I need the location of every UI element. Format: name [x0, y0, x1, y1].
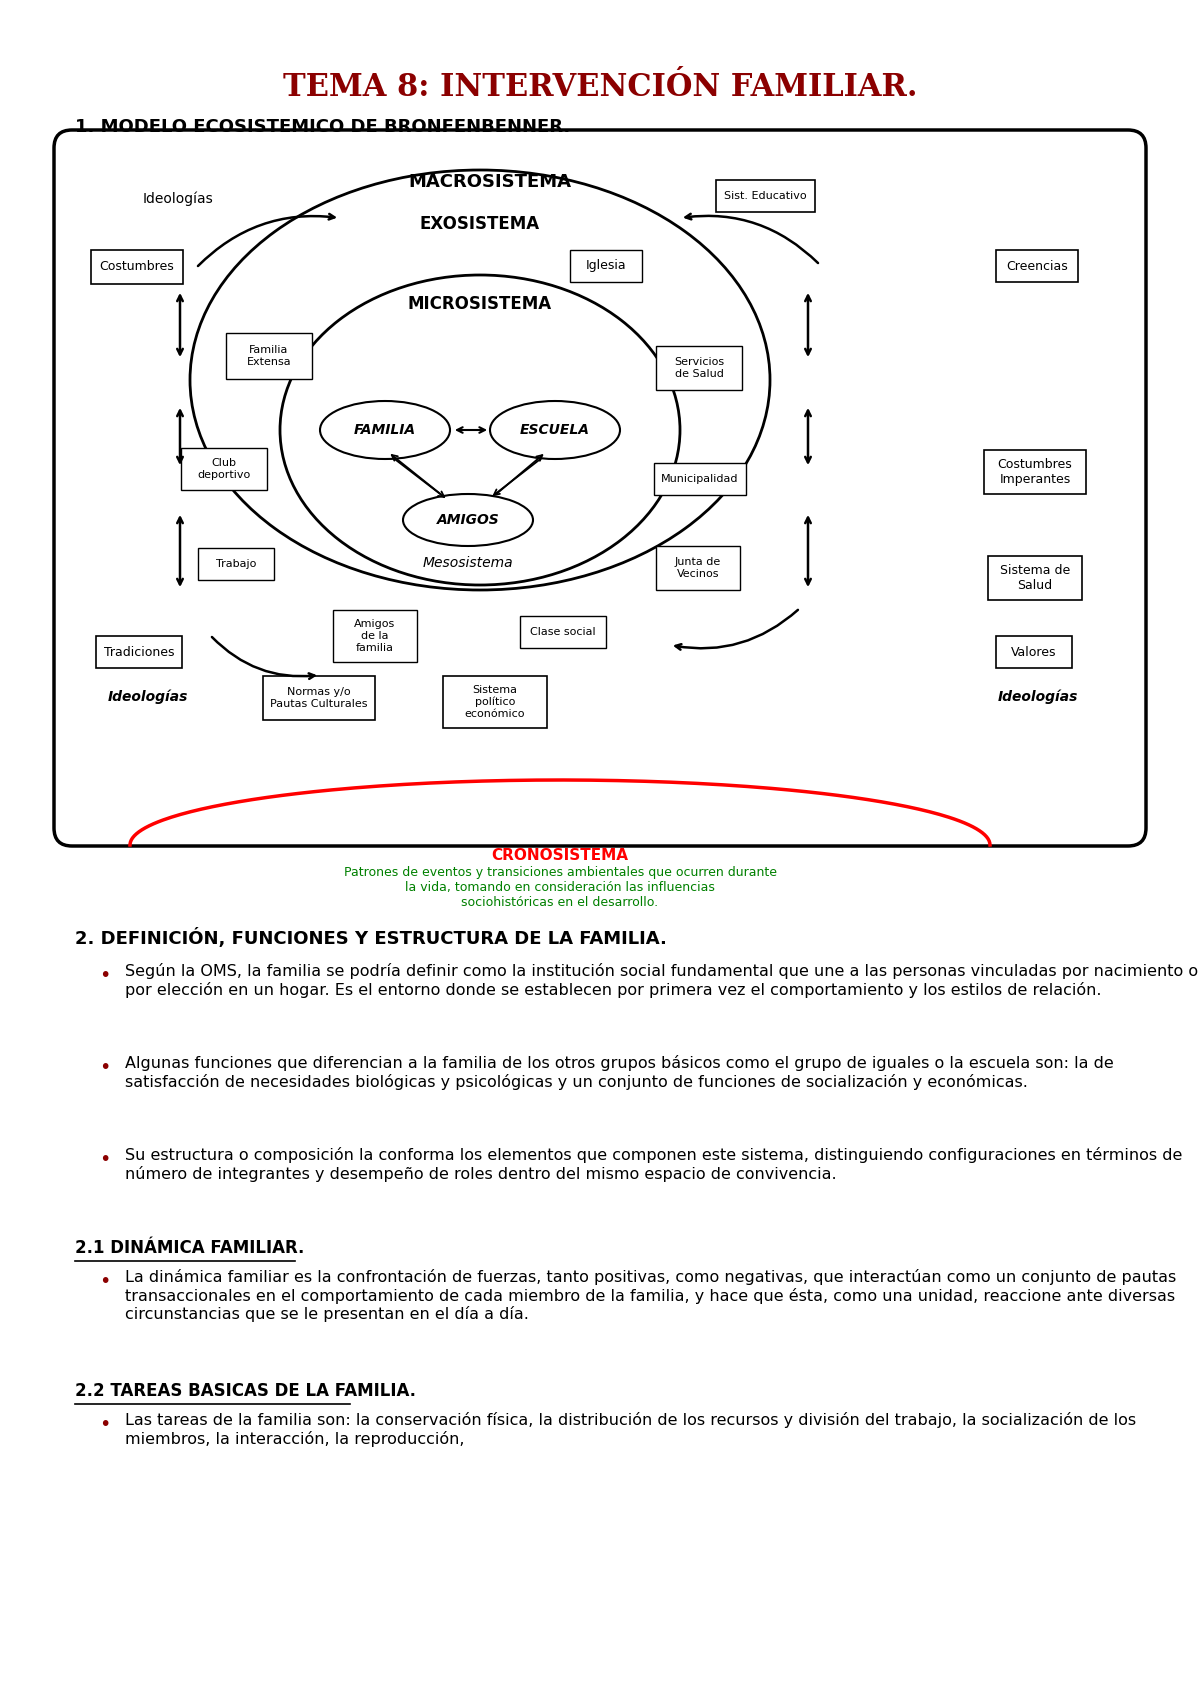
Text: Costumbres: Costumbres — [100, 261, 174, 273]
Text: Ideologías: Ideologías — [108, 691, 188, 704]
Text: Ideologías: Ideologías — [143, 192, 214, 207]
FancyBboxPatch shape — [334, 609, 418, 662]
Ellipse shape — [490, 400, 620, 458]
Text: Clase social: Clase social — [530, 626, 596, 636]
Text: MICROSISTEMA: MICROSISTEMA — [408, 295, 552, 312]
Ellipse shape — [190, 170, 770, 591]
Text: Iglesia: Iglesia — [586, 260, 626, 273]
FancyBboxPatch shape — [54, 131, 1146, 847]
Text: Club
deportivo: Club deportivo — [197, 458, 251, 480]
FancyBboxPatch shape — [654, 463, 746, 496]
Text: Ideologías: Ideologías — [998, 691, 1078, 704]
FancyBboxPatch shape — [716, 180, 815, 212]
Text: Normas y/o
Pautas Culturales: Normas y/o Pautas Culturales — [270, 687, 367, 709]
Text: Municipalidad: Municipalidad — [661, 473, 739, 484]
FancyBboxPatch shape — [96, 636, 182, 669]
Text: Servicios
de Salud: Servicios de Salud — [674, 356, 724, 378]
Text: Mesosistema: Mesosistema — [422, 557, 514, 570]
Text: 2.2 TAREAS BASICAS DE LA FAMILIA.: 2.2 TAREAS BASICAS DE LA FAMILIA. — [74, 1381, 416, 1400]
Text: ESCUELA: ESCUELA — [520, 423, 590, 438]
Text: Costumbres
Imperantes: Costumbres Imperantes — [997, 458, 1073, 485]
Text: MACROSISTEMA: MACROSISTEMA — [408, 173, 571, 192]
Text: Algunas funciones que diferencian a la familia de los otros grupos básicos como : Algunas funciones que diferencian a la f… — [125, 1056, 1114, 1089]
FancyBboxPatch shape — [181, 448, 266, 490]
Text: Sist. Educativo: Sist. Educativo — [724, 192, 806, 200]
Text: Sistema de
Salud: Sistema de Salud — [1000, 563, 1070, 592]
Text: Trabajo: Trabajo — [216, 558, 256, 568]
FancyBboxPatch shape — [984, 450, 1086, 494]
Text: Junta de
Vecinos: Junta de Vecinos — [674, 557, 721, 579]
Text: Sistema
político
económico: Sistema político económico — [464, 686, 526, 720]
Text: La dinámica familiar es la confrontación de fuerzas, tanto positivas, como negat: La dinámica familiar es la confrontación… — [125, 1269, 1176, 1322]
Text: 2. DEFINICIÓN, FUNCIONES Y ESTRUCTURA DE LA FAMILIA.: 2. DEFINICIÓN, FUNCIONES Y ESTRUCTURA DE… — [74, 928, 667, 949]
Text: Valores: Valores — [1012, 645, 1057, 658]
Text: Patrones de eventos y transiciones ambientales que ocurren durante
la vida, toma: Patrones de eventos y transiciones ambie… — [343, 865, 776, 910]
Text: Familia
Extensa: Familia Extensa — [247, 344, 292, 367]
Text: Las tareas de la familia son: la conservación física, la distribución de los rec: Las tareas de la familia son: la conserv… — [125, 1412, 1136, 1446]
FancyBboxPatch shape — [443, 675, 547, 728]
Text: EXOSISTEMA: EXOSISTEMA — [420, 216, 540, 232]
FancyBboxPatch shape — [91, 249, 182, 283]
FancyBboxPatch shape — [996, 636, 1072, 669]
Text: AMIGOS: AMIGOS — [437, 512, 499, 528]
Text: CRONOSISTEMA: CRONOSISTEMA — [492, 848, 629, 864]
Text: •: • — [100, 1151, 110, 1169]
Text: TEMA 8: INTERVENCIÓN FAMILIAR.: TEMA 8: INTERVENCIÓN FAMILIAR. — [283, 71, 917, 104]
Ellipse shape — [280, 275, 680, 585]
Text: 2.1 DINÁMICA FAMILIAR.: 2.1 DINÁMICA FAMILIAR. — [74, 1239, 305, 1257]
Text: Amigos
de la
familia: Amigos de la familia — [354, 619, 396, 653]
Ellipse shape — [320, 400, 450, 458]
FancyBboxPatch shape — [656, 546, 740, 591]
FancyBboxPatch shape — [198, 548, 274, 580]
Text: •: • — [100, 1415, 110, 1434]
FancyBboxPatch shape — [263, 675, 374, 720]
Text: •: • — [100, 966, 110, 984]
FancyBboxPatch shape — [226, 333, 312, 378]
FancyBboxPatch shape — [988, 557, 1082, 601]
Ellipse shape — [403, 494, 533, 546]
Text: •: • — [100, 1273, 110, 1291]
FancyBboxPatch shape — [570, 249, 642, 282]
Text: Su estructura o composición la conforma los elementos que componen este sistema,: Su estructura o composición la conforma … — [125, 1147, 1182, 1181]
Text: Creencias: Creencias — [1006, 260, 1068, 273]
FancyBboxPatch shape — [996, 249, 1078, 282]
FancyBboxPatch shape — [656, 346, 742, 390]
Text: 1. MODELO ECOSISTEMICO DE BRONFENBENNER.: 1. MODELO ECOSISTEMICO DE BRONFENBENNER. — [74, 119, 570, 136]
Text: Tradiciones: Tradiciones — [103, 645, 174, 658]
Text: FAMILIA: FAMILIA — [354, 423, 416, 438]
Text: Según la OMS, la familia se podría definir como la institución social fundamenta: Según la OMS, la familia se podría defin… — [125, 962, 1198, 998]
Text: •: • — [100, 1057, 110, 1078]
FancyBboxPatch shape — [520, 616, 606, 648]
